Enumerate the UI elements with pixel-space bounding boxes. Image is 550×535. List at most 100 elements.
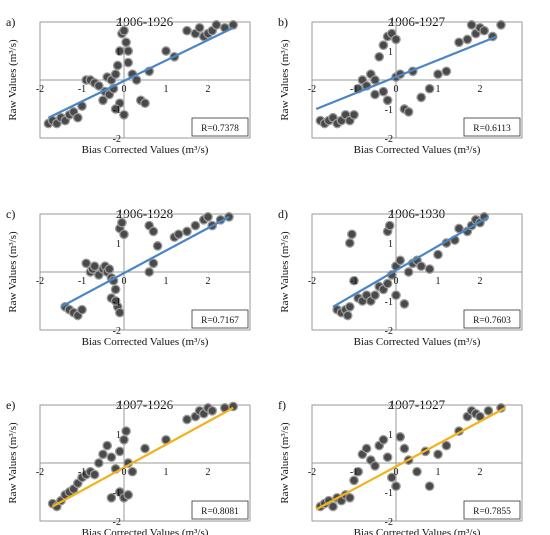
x-tick-label: 0 bbox=[394, 467, 399, 478]
data-point bbox=[378, 86, 389, 97]
r-value-box bbox=[191, 309, 249, 329]
x-tick-label: 1 bbox=[164, 467, 169, 478]
r-value-label: R=0.6113 bbox=[473, 124, 511, 134]
data-point bbox=[148, 226, 159, 237]
x-tick-label: -2 bbox=[308, 276, 316, 287]
data-point bbox=[104, 264, 115, 274]
r-value-box bbox=[191, 500, 249, 520]
x-axis-label: Bias Corrected Values (m³/s) bbox=[354, 336, 481, 348]
y-tick-label: -1 bbox=[385, 488, 393, 499]
data-point bbox=[93, 80, 104, 91]
data-point bbox=[395, 432, 406, 442]
x-tick-label: 2 bbox=[478, 467, 483, 478]
data-point bbox=[342, 310, 353, 321]
data-point bbox=[349, 109, 359, 120]
x-tick-label: 0 bbox=[394, 276, 399, 287]
data-point bbox=[110, 296, 121, 306]
x-tick-label: 1 bbox=[436, 84, 441, 95]
data-point bbox=[433, 449, 443, 460]
r-value-label: R=0.7855 bbox=[473, 507, 511, 517]
data-point bbox=[182, 226, 192, 237]
trend-line bbox=[315, 406, 506, 511]
x-axis-label: Bias Corrected Values (m³/s) bbox=[82, 527, 209, 535]
data-point bbox=[403, 267, 414, 277]
data-point bbox=[347, 229, 357, 240]
data-point bbox=[228, 20, 239, 30]
y-axis-label: Raw Values (m³/s) bbox=[7, 422, 19, 504]
data-point bbox=[399, 299, 410, 309]
data-point bbox=[123, 46, 134, 56]
data-point bbox=[391, 290, 401, 301]
r-value-label: R=0.7167 bbox=[201, 316, 239, 326]
data-point bbox=[382, 452, 393, 463]
data-point bbox=[441, 66, 452, 77]
x-tick-label: -1 bbox=[78, 467, 86, 478]
data-point bbox=[344, 301, 355, 312]
data-point bbox=[72, 112, 83, 123]
y-tick-label: -1 bbox=[385, 105, 393, 116]
x-tick-label: 2 bbox=[478, 84, 483, 95]
y-axis-label: Raw Values (m³/s) bbox=[279, 231, 291, 313]
x-tick-label: -1 bbox=[78, 276, 86, 287]
data-point bbox=[370, 89, 380, 100]
data-point bbox=[119, 25, 129, 36]
x-tick-label: 2 bbox=[206, 276, 211, 287]
data-point bbox=[382, 278, 393, 289]
r-value-label: R=0.7603 bbox=[473, 316, 511, 326]
data-point bbox=[424, 83, 435, 94]
data-point bbox=[114, 307, 125, 318]
data-point bbox=[119, 229, 129, 240]
x-tick-label: 0 bbox=[122, 467, 127, 478]
y-axis-label: Raw Values (m³/s) bbox=[7, 39, 19, 121]
data-point bbox=[441, 440, 452, 451]
y-tick-label: 2 bbox=[116, 18, 121, 29]
r-value-box bbox=[191, 117, 249, 137]
data-point bbox=[454, 37, 464, 48]
x-tick-label: 0 bbox=[122, 84, 127, 95]
data-point bbox=[144, 267, 155, 277]
x-axis-label: Bias Corrected Values (m³/s) bbox=[82, 144, 209, 156]
x-tick-label: 1 bbox=[436, 467, 441, 478]
data-point bbox=[106, 452, 117, 463]
data-point bbox=[119, 434, 129, 445]
data-point bbox=[190, 220, 201, 231]
x-tick-label: -2 bbox=[36, 276, 44, 287]
y-tick-label: -1 bbox=[113, 105, 121, 116]
y-tick-label: -2 bbox=[385, 517, 393, 528]
data-point bbox=[110, 69, 121, 80]
data-point bbox=[117, 217, 127, 228]
r-value-label: R=0.7378 bbox=[201, 124, 239, 134]
x-tick-label: -2 bbox=[36, 467, 44, 478]
y-axis-label: Raw Values (m³/s) bbox=[279, 39, 291, 121]
data-point bbox=[344, 492, 355, 503]
data-point bbox=[93, 458, 104, 468]
trend-line bbox=[332, 215, 489, 308]
y-axis-label: Raw Values (m³/s) bbox=[279, 422, 291, 504]
data-point bbox=[152, 241, 163, 251]
x-tick-label: -1 bbox=[78, 84, 86, 95]
data-point bbox=[412, 466, 422, 477]
data-point bbox=[106, 492, 117, 503]
trend-line bbox=[60, 215, 230, 308]
y-tick-label: -1 bbox=[385, 297, 393, 308]
data-point bbox=[462, 34, 473, 45]
data-point bbox=[483, 405, 494, 416]
data-point bbox=[384, 220, 395, 231]
data-point bbox=[89, 261, 100, 272]
data-point bbox=[123, 490, 134, 500]
x-tick-label: 2 bbox=[206, 467, 211, 478]
x-axis-label: Bias Corrected Values (m³/s) bbox=[354, 527, 481, 535]
data-point bbox=[328, 501, 338, 512]
x-tick-label: 2 bbox=[206, 84, 211, 95]
data-point bbox=[140, 443, 150, 454]
r-value-box bbox=[463, 500, 521, 520]
y-tick-label: 1 bbox=[388, 47, 393, 58]
data-point bbox=[361, 443, 372, 454]
data-point bbox=[496, 20, 506, 30]
x-tick-label: -1 bbox=[350, 276, 358, 287]
trend-line bbox=[315, 35, 498, 111]
data-point bbox=[203, 212, 213, 222]
